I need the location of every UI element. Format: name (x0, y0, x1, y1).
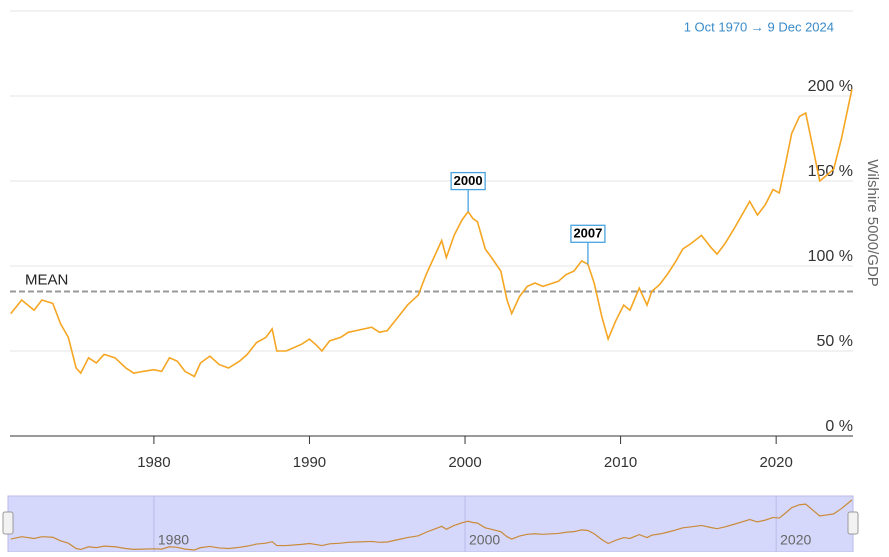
navigator-handle[interactable] (2, 511, 14, 535)
flag-box (570, 224, 606, 243)
flag-label: 2000 (454, 173, 483, 188)
navigator-handle[interactable] (847, 511, 859, 535)
x-tick-label: 2020 (759, 454, 792, 471)
x-tick-label: 1990 (293, 454, 326, 471)
x-tick-label: 2010 (604, 454, 637, 471)
navigator-tick-label: 2000 (469, 532, 500, 548)
navigator-tick-label: 1980 (158, 532, 189, 548)
y-tick-label: 0 % (825, 418, 853, 435)
y-tick-label: 50 % (817, 333, 853, 350)
navigator[interactable] (7, 495, 854, 553)
mean-label: MEAN (25, 271, 68, 288)
y-axis-label: Wilshire 5000/GDP (864, 159, 881, 287)
date-range: 1 Oct 1970 → 9 Dec 2024 (684, 19, 834, 34)
x-tick-label: 1980 (137, 454, 170, 471)
y-tick-label: 100 % (808, 248, 853, 265)
series-line (10, 89, 853, 378)
flag-label: 2007 (573, 226, 602, 241)
navigator-tick-label: 2020 (780, 532, 811, 548)
navigator-line (10, 499, 853, 551)
x-tick-label: 2000 (448, 454, 481, 471)
y-tick-label: 200 % (808, 78, 853, 95)
flag-box (450, 171, 486, 191)
